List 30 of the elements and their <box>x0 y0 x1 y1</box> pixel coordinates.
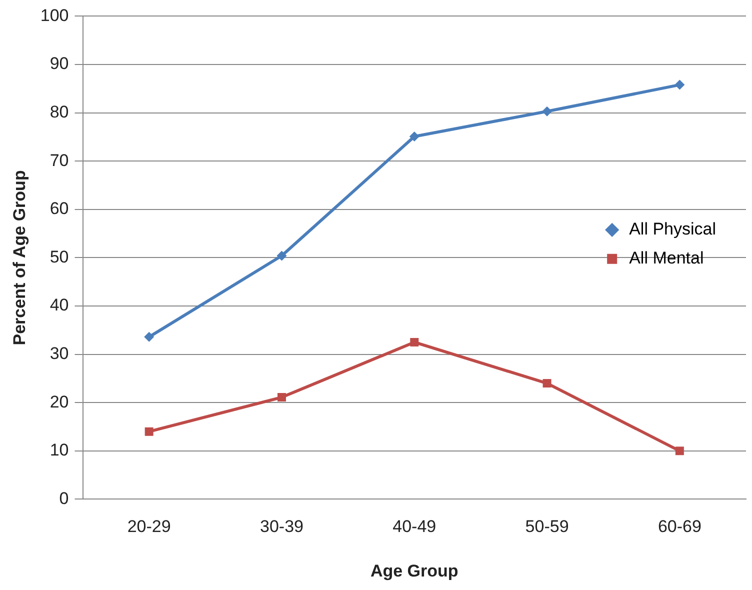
x-tick-label: 60-69 <box>658 517 702 536</box>
x-axis-title: Age Group <box>370 561 458 580</box>
y-axis-title: Percent of Age Group <box>10 170 29 346</box>
legend-label: All Physical <box>629 220 716 239</box>
y-tick-label: 10 <box>50 440 69 460</box>
point <box>144 332 154 342</box>
point <box>675 446 684 456</box>
x-tick-label: 20-29 <box>127 517 171 536</box>
point <box>276 250 287 261</box>
y-tick-label: 40 <box>50 296 69 315</box>
y-tick-label: 20 <box>50 392 69 412</box>
y-tick-label: 100 <box>40 6 69 25</box>
point <box>542 379 552 388</box>
y-tick-label: 60 <box>50 199 69 218</box>
y-tick-label: 0 <box>59 488 69 508</box>
y-tick-label: 90 <box>50 54 69 74</box>
y-tick-label: 50 <box>50 247 69 266</box>
point <box>277 393 286 402</box>
x-tick-label: 50-59 <box>525 517 569 536</box>
y-tick-label: 70 <box>50 150 69 170</box>
x-tick-label: 40-49 <box>392 517 436 536</box>
point <box>542 106 552 116</box>
legend-label: All Mental <box>629 248 704 268</box>
x-tick-label: 30-39 <box>260 517 304 536</box>
point <box>144 427 154 436</box>
point <box>409 131 420 142</box>
y-tick-label: 30 <box>50 344 69 363</box>
point <box>674 80 685 90</box>
point <box>410 338 419 346</box>
y-tick-label: 80 <box>50 102 69 122</box>
